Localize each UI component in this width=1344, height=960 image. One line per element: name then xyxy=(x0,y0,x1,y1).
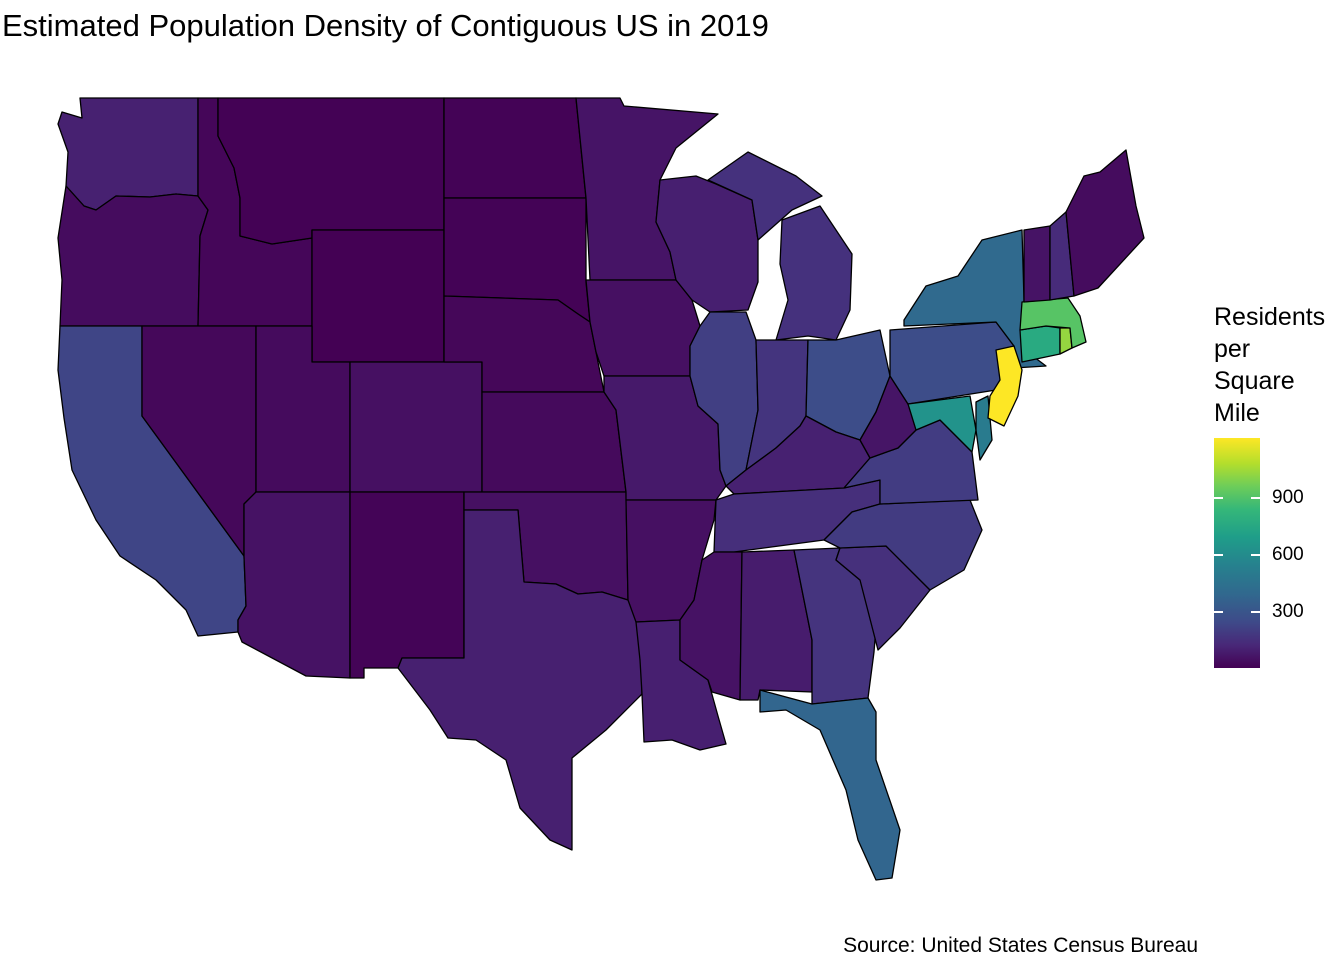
legend-colorbar xyxy=(1214,438,1260,668)
state-florida: Florida xyxy=(759,689,901,881)
us-choropleth-map: WashingtonOregonCaliforniaIdahoNevadaMon… xyxy=(57,97,1145,881)
state-maine: Maine xyxy=(1065,149,1145,297)
state-colorado: Colorado xyxy=(349,361,483,493)
state-new-jersey: New Jersey xyxy=(987,345,1023,427)
state-oregon: Oregon xyxy=(57,185,209,327)
state-north-carolina: North Carolina xyxy=(823,499,983,591)
state-massachusetts: Massachusetts xyxy=(1019,297,1087,349)
state-nebraska: Nebraska xyxy=(443,295,605,393)
legend-tick-label: 300 xyxy=(1272,600,1304,622)
legend-title: Residents per Square Mile xyxy=(1214,301,1325,429)
legend-title-line: Residents xyxy=(1214,303,1326,331)
legend-title-line: Square xyxy=(1214,367,1295,395)
legend-title-line: per xyxy=(1214,335,1251,363)
state-north-dakota: North Dakota xyxy=(443,97,587,199)
state-washington: Washington xyxy=(57,97,199,211)
state-iowa: Iowa xyxy=(585,279,701,377)
legend-tick-label: 900 xyxy=(1272,486,1304,508)
state-vermont: Vermont xyxy=(1023,225,1051,303)
source-caption: Source: United States Census Bureau xyxy=(843,934,1198,957)
page-title: Estimated Population Density of Contiguo… xyxy=(2,8,769,43)
state-wyoming: Wyoming xyxy=(311,229,445,363)
state-mississippi: Mississippi xyxy=(679,551,743,701)
state-connecticut: Connecticut xyxy=(1019,325,1061,363)
state-maryland: Maryland xyxy=(907,395,977,453)
state-new-mexico: New Mexico xyxy=(349,491,465,679)
legend-title-line: Mile xyxy=(1214,399,1260,427)
state-michigan: Michigan xyxy=(707,151,853,341)
state-montana: Montana xyxy=(217,97,445,245)
state-kansas: Kansas xyxy=(481,391,627,493)
legend-tick-label: 600 xyxy=(1272,543,1304,565)
state-texas: Texas xyxy=(397,509,643,851)
state-arizona: Arizona xyxy=(237,491,351,679)
